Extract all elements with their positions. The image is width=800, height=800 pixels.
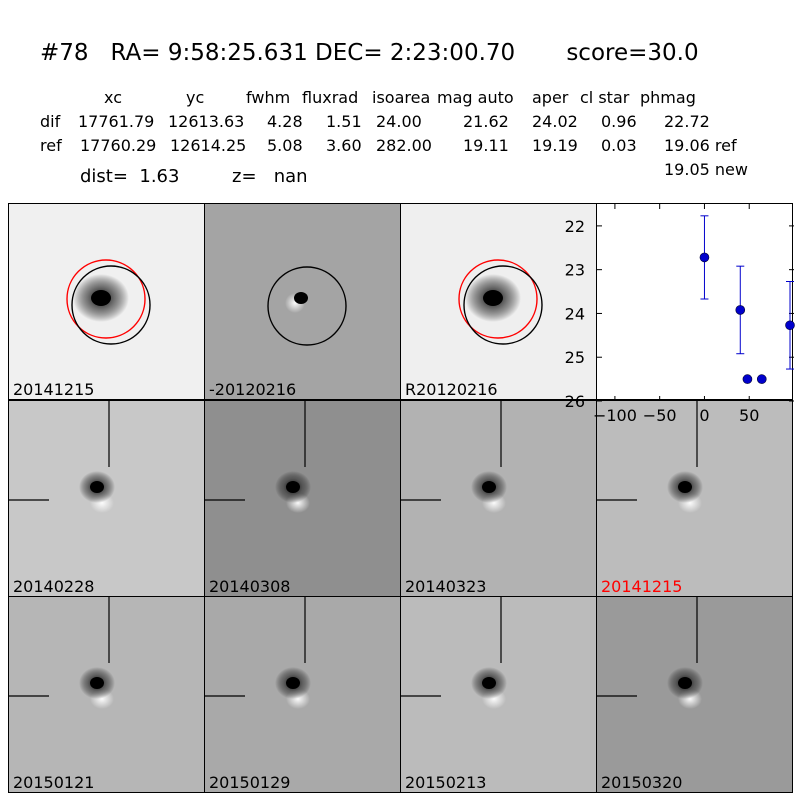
row-value: 12613.63 bbox=[168, 112, 245, 131]
stamp-date-label: 20141215 bbox=[601, 577, 683, 596]
row-value: 19.19 bbox=[532, 136, 578, 155]
column-header: yc bbox=[186, 88, 205, 107]
stamp-date-label: 20140228 bbox=[13, 577, 95, 596]
row-value: 4.28 bbox=[267, 112, 303, 131]
lightcurve-plot: 22 23 24 25 −100 −50 0 50 26 bbox=[565, 203, 795, 425]
candidate-title: #78 RA= 9:58:25.631 DEC= 2:23:00.70 scor… bbox=[40, 40, 699, 66]
dist-value: dist= 1.63 bbox=[80, 166, 180, 187]
stamp-date-label: 20140308 bbox=[209, 577, 291, 596]
z-value: z= nan bbox=[232, 166, 308, 187]
stamp-tile: 20140228 bbox=[8, 400, 205, 597]
y-tick-label: 26 bbox=[565, 392, 585, 411]
stamp-date-label: -20120216 bbox=[209, 380, 297, 399]
row-value: 0.96 bbox=[601, 112, 637, 131]
column-header: mag auto bbox=[437, 88, 514, 107]
stamp-tile: 20140308 bbox=[204, 400, 401, 597]
stamp-tile: 20150129 bbox=[204, 596, 401, 793]
stamp-tile: -20120216 bbox=[204, 203, 401, 400]
star-source bbox=[286, 481, 300, 493]
row-value: 19.06 ref bbox=[664, 136, 737, 155]
row-value: 21.62 bbox=[463, 112, 509, 131]
star-source bbox=[678, 481, 692, 493]
y-tick-label: 25 bbox=[565, 348, 585, 367]
stamp-image bbox=[205, 597, 311, 709]
row-value: 5.08 bbox=[267, 136, 303, 155]
stamp-image bbox=[597, 597, 703, 709]
star-source bbox=[482, 677, 496, 689]
stamp-image bbox=[401, 597, 507, 709]
row-value: 22.72 bbox=[664, 112, 710, 131]
stamp-image bbox=[66, 259, 151, 345]
stamp-image bbox=[9, 597, 115, 709]
row-value: 12614.25 bbox=[170, 136, 247, 155]
stamp-image bbox=[205, 401, 311, 513]
stamp-date-label: R20120216 bbox=[405, 380, 498, 399]
star-source bbox=[91, 290, 111, 306]
stamp-image bbox=[458, 259, 543, 345]
column-header: fwhm bbox=[246, 88, 291, 107]
column-header: xc bbox=[104, 88, 122, 107]
row-value: 24.00 bbox=[376, 112, 422, 131]
stamp-date-label: 20150320 bbox=[601, 773, 683, 792]
row-value: 0.03 bbox=[601, 136, 637, 155]
row-value: 1.51 bbox=[326, 112, 362, 131]
star-source bbox=[678, 677, 692, 689]
star-source bbox=[90, 481, 104, 493]
ref-aperture-circle bbox=[458, 259, 538, 339]
column-header: aper bbox=[532, 88, 569, 107]
data-point bbox=[785, 320, 795, 331]
row-value: 282.00 bbox=[376, 136, 432, 155]
new-aperture-circle bbox=[463, 265, 543, 345]
stamp-image bbox=[597, 401, 703, 513]
y-tick-label: 23 bbox=[565, 261, 585, 280]
x-tick-label: −50 bbox=[643, 406, 677, 425]
stamp-image bbox=[267, 266, 347, 346]
row-name: ref bbox=[40, 136, 62, 155]
star-source bbox=[482, 481, 496, 493]
data-point bbox=[735, 305, 746, 315]
stamp-tile: 20141215 bbox=[8, 203, 205, 400]
stamp-date-label: 20141215 bbox=[13, 380, 95, 399]
star-source bbox=[286, 677, 300, 689]
star-source bbox=[483, 290, 503, 306]
aperture-circle bbox=[267, 266, 347, 346]
data-point bbox=[699, 252, 710, 263]
lightcurve-svg: 22 23 24 25 −100 −50 0 50 26 bbox=[565, 204, 795, 425]
stamp-tile: 20140323 bbox=[400, 400, 597, 597]
star-source bbox=[90, 677, 104, 689]
column-header: fluxrad bbox=[302, 88, 359, 107]
star-source bbox=[294, 292, 308, 304]
stamp-date-label: 20140323 bbox=[405, 577, 487, 596]
stamp-date-label: 20150121 bbox=[13, 773, 95, 792]
y-tick-label: 24 bbox=[565, 304, 585, 323]
data-point bbox=[742, 374, 753, 384]
new-aperture-circle bbox=[71, 265, 151, 345]
row-value: 17760.29 bbox=[80, 136, 157, 155]
x-tick-label: 0 bbox=[699, 406, 709, 425]
stamp-image bbox=[9, 401, 115, 513]
ref-aperture-circle bbox=[66, 259, 146, 339]
stamp-date-label: 20150129 bbox=[209, 773, 291, 792]
stamp-tile: 20150121 bbox=[8, 596, 205, 793]
stamp-image bbox=[401, 401, 507, 513]
y-tick-label: 22 bbox=[565, 217, 585, 236]
row-value: 24.02 bbox=[532, 112, 578, 131]
data-point bbox=[756, 374, 767, 384]
x-tick-label: 50 bbox=[739, 406, 759, 425]
column-header: phmag bbox=[640, 88, 696, 107]
row-value: 19.11 bbox=[463, 136, 509, 155]
column-header: isoarea bbox=[372, 88, 431, 107]
row-value: 3.60 bbox=[326, 136, 362, 155]
new-mag-value: 19.05 new bbox=[664, 160, 748, 179]
column-header: cl star bbox=[580, 88, 630, 107]
stamp-tile: 20141215 bbox=[596, 400, 793, 597]
row-name: dif bbox=[40, 112, 61, 131]
stamp-date-label: 20150213 bbox=[405, 773, 487, 792]
stamp-tile: R20120216 bbox=[400, 203, 597, 400]
x-tick-label: −100 bbox=[593, 406, 637, 425]
row-value: 17761.79 bbox=[78, 112, 155, 131]
stamp-tile: 20150213 bbox=[400, 596, 597, 793]
stamp-tile: 20150320 bbox=[596, 596, 793, 793]
